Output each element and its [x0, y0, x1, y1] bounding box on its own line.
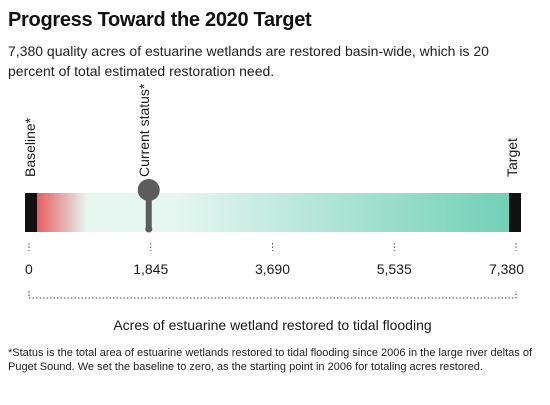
target-cap — [509, 193, 521, 232]
marker-label-2: Target — [504, 138, 520, 177]
axis-bracket — [28, 291, 517, 299]
progress-bar — [25, 193, 521, 232]
baseline-cap — [25, 193, 37, 232]
chart-subtitle: 7,380 quality acres of estuarine wetland… — [8, 43, 489, 79]
tick-label-4: 7,380 — [489, 261, 524, 277]
footnote: *Status is the total area of estuarine w… — [8, 347, 533, 373]
current-status-pin-head — [137, 179, 160, 201]
tick-label-3: 5,535 — [377, 261, 412, 277]
tick-label-1: 1,845 — [133, 261, 168, 277]
tick-label-2: 3,690 — [255, 261, 290, 277]
tick-label-0: 0 — [25, 261, 33, 277]
current-status-pin-tip — [145, 225, 153, 233]
chart-title: Progress Toward the 2020 Target — [8, 9, 312, 31]
marker-label-1: Current status* — [136, 83, 152, 177]
axis-title: Acres of estuarine wetland restored to t… — [113, 317, 431, 333]
marker-label-0: Baseline* — [22, 117, 38, 177]
current-status-pin-stem — [145, 192, 152, 228]
